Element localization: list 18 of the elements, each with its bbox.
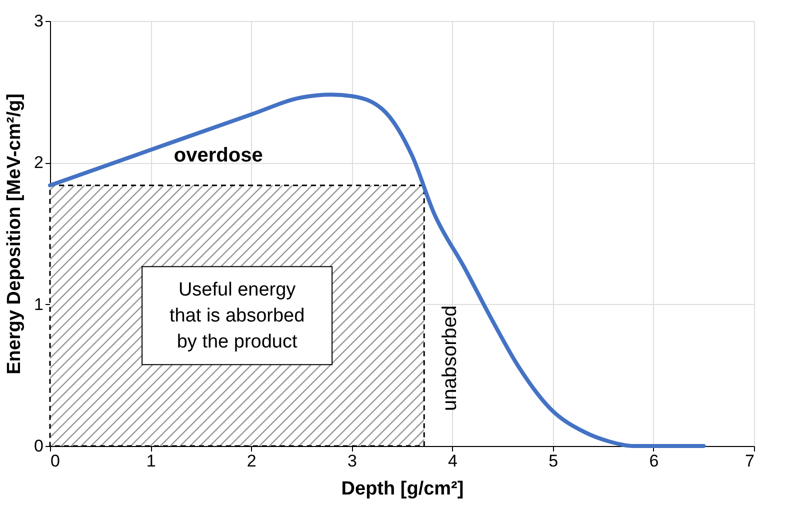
x-tick-label: 1 xyxy=(146,452,156,470)
y-axis-title: Energy Deposition [MeV-cm²/g] xyxy=(4,94,26,374)
x-tick-label: 4 xyxy=(448,452,458,470)
y-tick-label: 3 xyxy=(34,12,44,30)
x-tick-label: 7 xyxy=(745,452,754,470)
x-tick-label: 2 xyxy=(246,452,256,470)
x-tick-label: 6 xyxy=(649,452,659,470)
x-axis-title: Depth [g/cm²] xyxy=(341,478,464,500)
band-label: Useful energy that is absorbed by the product xyxy=(169,280,305,353)
annotation: unabsorbed xyxy=(439,305,462,411)
line-series xyxy=(48,92,706,448)
y-tick-label: 2 xyxy=(34,153,44,172)
y-tick-label: 0 xyxy=(34,436,44,456)
annotation: overdose xyxy=(174,144,263,166)
x-tick-label: 3 xyxy=(347,452,357,470)
x-tick-label: 5 xyxy=(548,452,558,470)
x-tick-label: 0 xyxy=(50,452,60,470)
y-tick-label: 1 xyxy=(34,294,44,314)
